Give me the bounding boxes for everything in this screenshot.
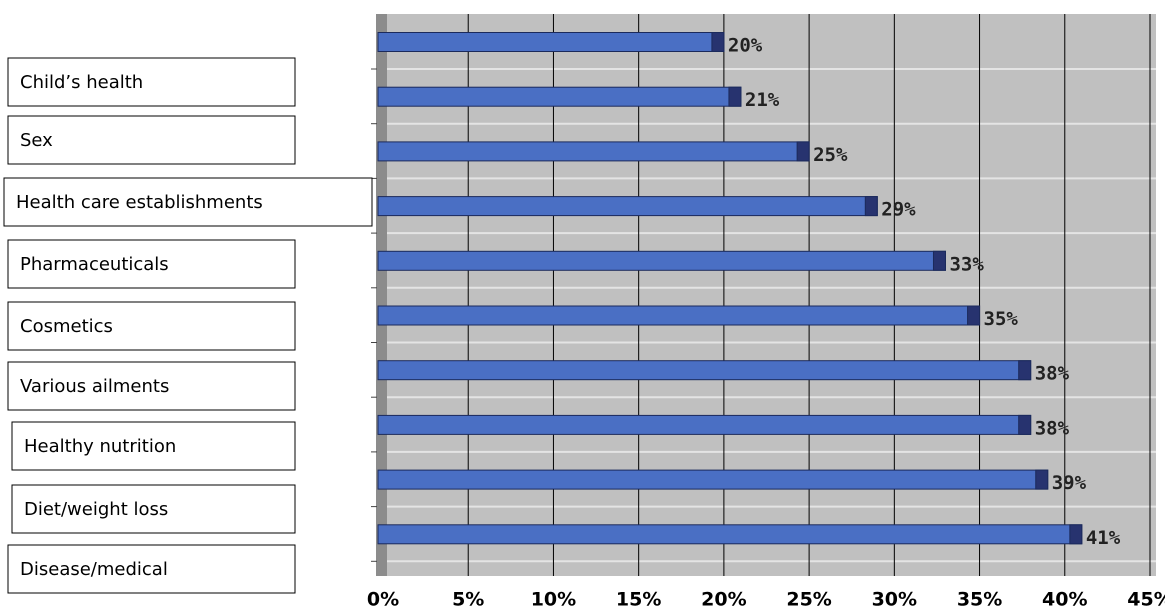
category-label: Healthy nutrition [24, 436, 176, 457]
x-tick-label: 15% [616, 589, 661, 611]
value-label: 21% [745, 89, 780, 111]
plot-wall [376, 14, 387, 576]
value-label: 38% [1035, 363, 1070, 385]
bar-end [1069, 524, 1083, 545]
bar [377, 360, 1032, 381]
category-label: Cosmetics [20, 316, 113, 337]
bar [377, 524, 1083, 545]
x-tick-label: 35% [957, 589, 1002, 611]
category-label: Disease/medical [20, 559, 168, 580]
bar-end [1018, 414, 1032, 435]
bar-end [967, 305, 981, 326]
value-label: 38% [1035, 417, 1070, 439]
category-label: Pharmaceuticals [20, 254, 169, 275]
value-label: 39% [1052, 472, 1087, 494]
x-tick-label: 5% [452, 589, 484, 611]
value-label: 41% [1086, 527, 1121, 549]
x-tick-label: 20% [701, 589, 746, 611]
bar-end [864, 196, 878, 217]
bar [377, 32, 725, 52]
x-tick-label: 25% [786, 589, 831, 611]
bar [377, 250, 946, 271]
category-box [7, 544, 296, 594]
category-box [11, 484, 296, 534]
bar-end [728, 86, 742, 107]
value-label: 20% [728, 35, 763, 57]
bar-end [932, 250, 946, 271]
bar-end [1035, 469, 1049, 490]
category-label: Child’s health [20, 72, 143, 93]
category-box [7, 115, 296, 165]
x-tick-label: 10% [531, 589, 576, 611]
bar [377, 469, 1049, 490]
category-box [7, 57, 296, 107]
bar-end [1018, 360, 1032, 381]
category-label: Various ailments [20, 376, 169, 397]
category-box [7, 239, 296, 289]
x-tick-label: 45% [1127, 589, 1165, 611]
x-tick-label: 30% [872, 589, 917, 611]
bar-end [711, 32, 725, 52]
bar [377, 414, 1032, 435]
category-box [3, 177, 373, 227]
value-label: 35% [984, 308, 1019, 330]
x-tick-label: 0% [367, 589, 399, 611]
x-tick-label: 40% [1042, 589, 1087, 611]
category-box [7, 361, 296, 411]
category-label: Diet/weight loss [24, 499, 168, 520]
value-label: 29% [881, 199, 916, 221]
category-label: Health care establishments [16, 192, 263, 213]
bar-end [796, 141, 810, 162]
bar [377, 196, 878, 217]
bar [377, 86, 742, 107]
bar [377, 305, 981, 326]
category-label: Sex [20, 130, 53, 151]
category-box [7, 301, 296, 351]
category-box [11, 421, 296, 471]
value-label: 33% [949, 253, 984, 275]
value-label: 25% [813, 144, 848, 166]
bar [377, 141, 810, 162]
